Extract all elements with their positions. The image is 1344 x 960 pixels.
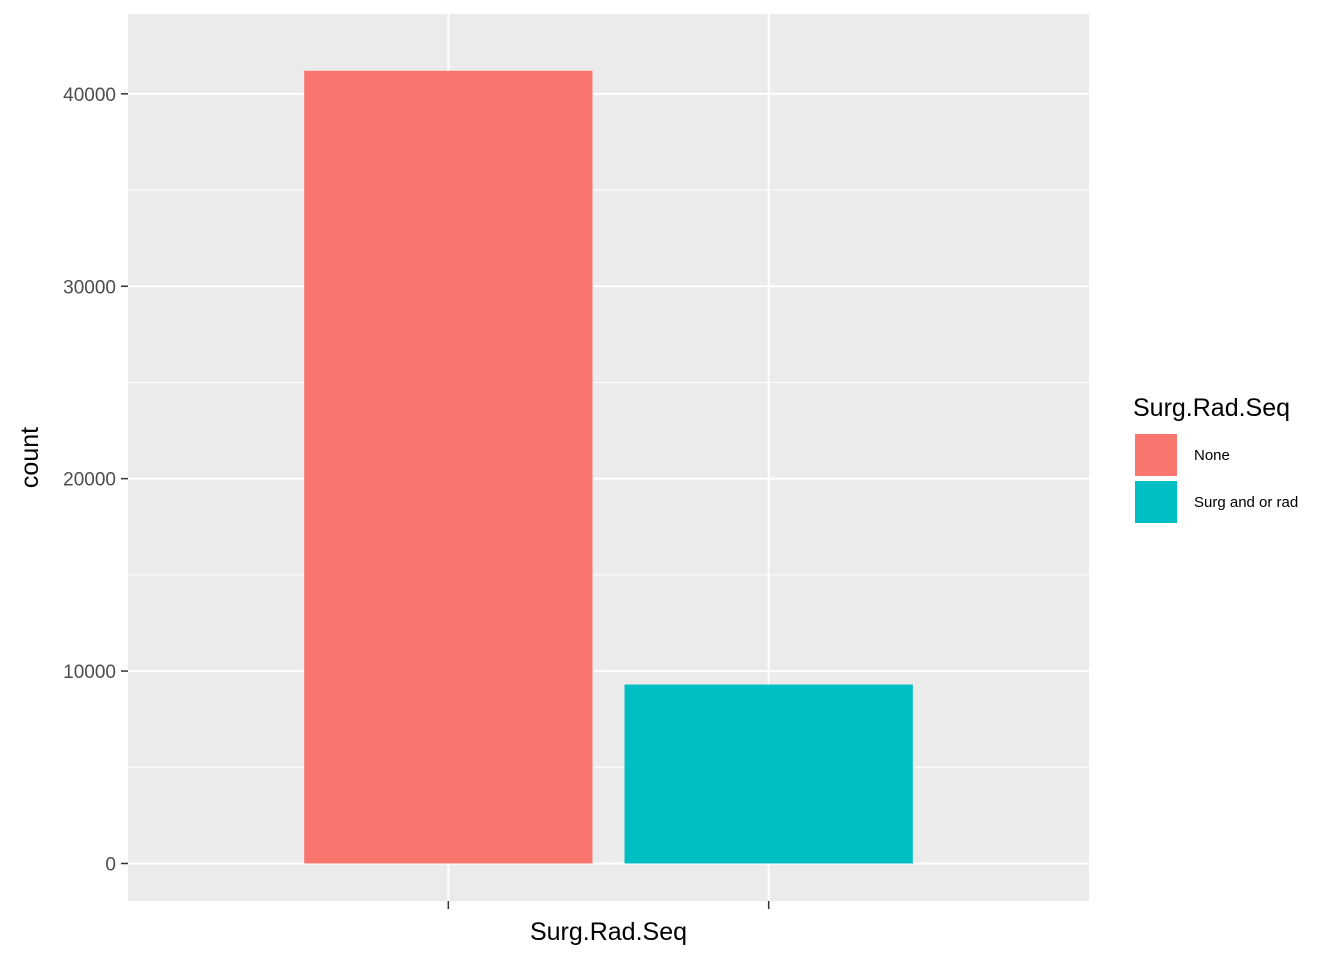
- y-tick-label: 20000: [63, 470, 116, 491]
- bar: [304, 70, 593, 864]
- minor-gridlines: [128, 189, 1089, 768]
- y-axis-title: count: [16, 427, 44, 488]
- legend-key: [1135, 481, 1177, 523]
- y-tick-label: 10000: [63, 662, 116, 683]
- y-tick-label: 40000: [63, 85, 116, 106]
- y-tick-label: 0: [105, 854, 116, 875]
- y-tick-label: 30000: [63, 277, 116, 298]
- legend: Surg.Rad.Seq None Surg and or rad: [1133, 394, 1298, 523]
- x-axis: [447, 901, 770, 909]
- x-axis-title: Surg.Rad.Seq: [530, 918, 687, 946]
- legend-title: Surg.Rad.Seq: [1133, 394, 1290, 422]
- legend-key: [1135, 434, 1177, 476]
- legend-label: Surg and or rad: [1194, 494, 1298, 511]
- bar: [624, 684, 913, 864]
- bars: [304, 70, 913, 864]
- legend-label: None: [1194, 447, 1230, 464]
- y-axis: 0 10000 20000 30000 40000: [63, 85, 128, 875]
- plot-panel: [128, 14, 1089, 901]
